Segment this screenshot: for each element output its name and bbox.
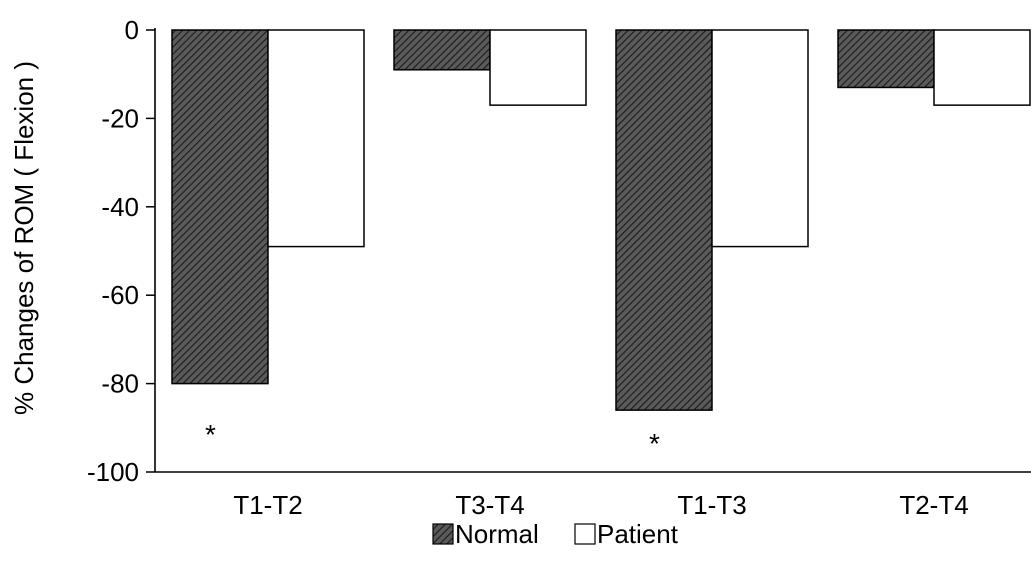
y-axis-label: % Changes of ROM ( Flexion ) [9,61,39,415]
bars [171,29,1031,411]
legend-swatch-normal [432,523,454,545]
legend-swatch-patient [574,523,596,545]
x-tick-label: T1-T3 [677,490,746,520]
legend: Normal Patient [432,519,679,549]
bar-normal-t1-t2 [171,29,269,385]
legend-label-normal: Normal [455,519,539,549]
x-tick-label: T2-T4 [899,490,968,520]
bar-normal-t2-t4 [837,29,935,89]
x-tick-label: T1-T2 [233,490,302,520]
y-tick-label: -20 [101,103,139,133]
bar-normal-t1-t3 [615,29,713,411]
bar-normal-t3-t4 [393,29,491,71]
x-axis-labels: T1-T2 T3-T4 T1-T3 T2-T4 [233,490,968,520]
y-tick-label: -60 [101,280,139,310]
bar-patient-t2-t4 [933,29,1031,106]
bar-patient-t1-t2 [267,29,365,248]
y-axis-ticks: 0 -20 -40 -60 -80 -100 [87,15,155,487]
x-tick-label: T3-T4 [455,490,524,520]
y-tick-label: 0 [125,15,139,45]
significance-asterisk: * [649,428,660,459]
y-tick-label: -80 [101,369,139,399]
y-tick-label: -40 [101,192,139,222]
bar-patient-t3-t4 [489,29,587,106]
legend-label-patient: Patient [597,519,679,549]
bar-patient-t1-t3 [711,29,809,248]
significance-asterisk: * [205,419,216,450]
annotations: * * [205,419,660,459]
y-tick-label: -100 [87,457,139,487]
axes [154,28,1031,473]
